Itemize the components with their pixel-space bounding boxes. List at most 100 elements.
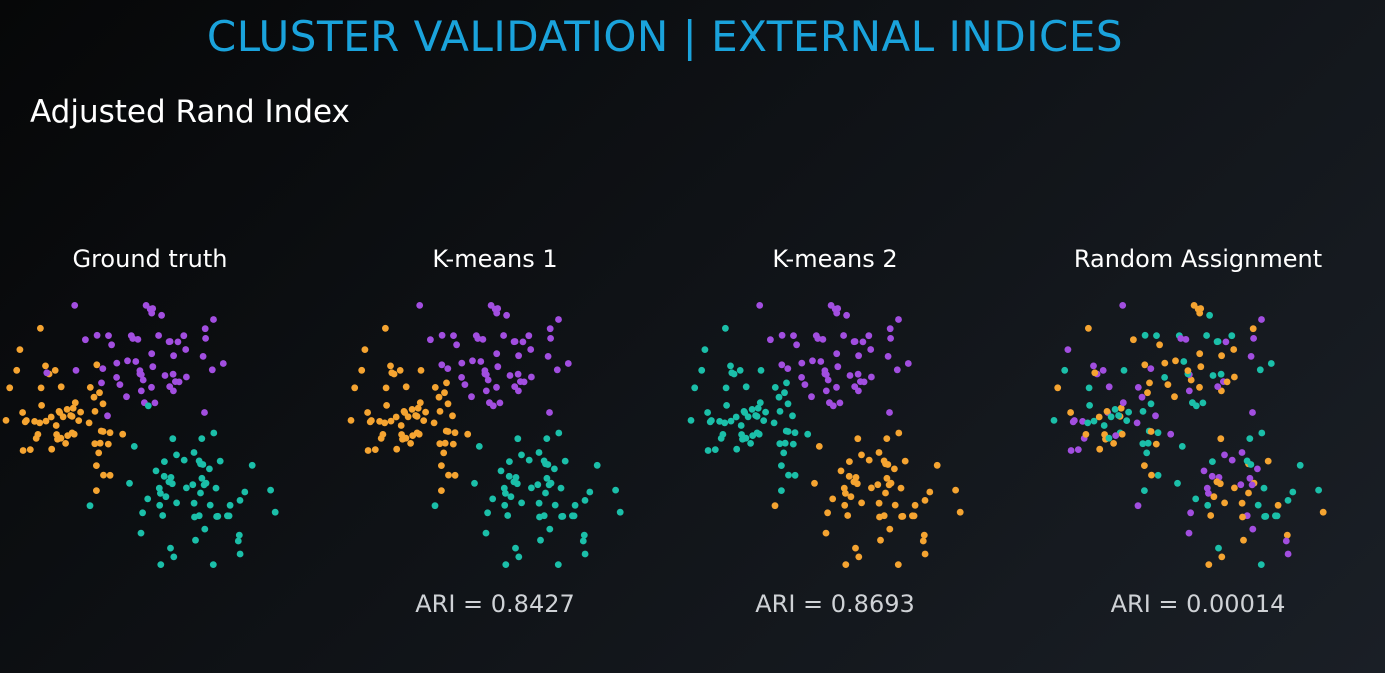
scatter-point-purple <box>519 338 527 346</box>
scatter-point-orange <box>449 412 456 420</box>
scatter-point-teal <box>189 481 197 489</box>
scatter-point-teal <box>551 465 558 473</box>
scatter-point-purple <box>503 311 510 319</box>
scatter-point-purple <box>438 331 446 339</box>
scatter-point-teal <box>784 400 792 408</box>
scatter-point-teal <box>1192 402 1200 410</box>
scatter-point-teal <box>1217 370 1225 378</box>
scatter-point-teal <box>783 379 790 387</box>
scatter-point-orange <box>1172 357 1179 365</box>
scatter-point-purple <box>860 378 868 386</box>
scatter-point-teal <box>561 457 569 465</box>
scatter-point-purple <box>71 302 79 309</box>
scatter-point-orange <box>361 346 369 353</box>
scatter-point-purple <box>887 335 894 342</box>
scatter-point-orange <box>393 445 401 453</box>
scatter-point-teal <box>1284 497 1292 504</box>
scatter-point-orange <box>1148 471 1155 479</box>
scatter-point-orange <box>1223 378 1231 386</box>
scatter-point-teal <box>168 480 176 488</box>
scatter-point-orange <box>26 446 34 453</box>
scatter-point-purple <box>202 335 210 342</box>
panel-title: Random Assignment <box>1073 245 1323 273</box>
scatter-point-purple <box>808 393 815 401</box>
scatter-point-purple <box>427 336 434 344</box>
scatter-point-orange <box>51 367 59 374</box>
scatter-point-teal <box>771 384 779 391</box>
scatter-point-teal <box>1153 332 1160 339</box>
scatter-point-teal <box>543 474 551 482</box>
scatter-point-purple <box>819 336 827 343</box>
scatter-point-orange <box>69 404 77 412</box>
scatter-point-purple <box>544 353 552 360</box>
scatter-point-purple <box>801 381 809 388</box>
scatter-point-orange <box>85 419 93 427</box>
scatter-point-orange <box>883 435 891 442</box>
scatter-point-teal <box>742 383 750 391</box>
scatter-point-orange <box>1110 440 1117 447</box>
scatter-point-teal <box>784 428 792 435</box>
scatter-point-teal <box>701 346 709 353</box>
scatter-point-purple <box>199 353 207 360</box>
scatter-point-orange <box>48 445 56 453</box>
scatter-point-purple <box>822 387 830 395</box>
scatter-point-purple <box>183 373 190 381</box>
scatter-point-purple <box>1249 525 1257 533</box>
scatter-point-purple <box>1134 502 1142 510</box>
scatter-point-orange <box>364 409 371 416</box>
page-title: CLUSTER VALIDATION | EXTERNAL INDICES <box>206 12 1124 61</box>
scatter-point-orange <box>451 471 459 479</box>
scatter-point-purple <box>778 361 786 369</box>
scatter-point-orange <box>1096 445 1104 453</box>
scatter-point-teal <box>770 419 778 427</box>
scatter-point-teal <box>780 449 788 457</box>
scatter-point-teal <box>248 461 256 469</box>
scatter-point-purple <box>148 383 155 391</box>
scatter-point-purple <box>1182 336 1190 343</box>
scatter-point-orange <box>379 431 387 438</box>
scatter-point-purple <box>72 367 80 374</box>
scatter-point-teal <box>192 536 199 544</box>
scatter-point-purple <box>123 393 130 401</box>
scatter-point-teal <box>224 512 231 520</box>
scatter-point-orange <box>1152 440 1160 448</box>
scatter-point-teal <box>760 417 768 424</box>
scatter-point-purple <box>790 332 797 339</box>
scatter-point-orange <box>868 484 875 492</box>
scatter-point-teal <box>190 449 198 456</box>
scatter-point-orange <box>1197 363 1205 371</box>
panel-kmeans-2: K-means 2 ARI = 0.8693 <box>675 245 995 625</box>
scatter-point-orange <box>408 406 416 413</box>
scatter-point-teal <box>781 439 789 447</box>
page-subtitle: Adjusted Rand Index <box>30 94 350 130</box>
scatter-point-teal <box>514 435 522 443</box>
scatter-point-purple <box>1254 465 1261 473</box>
scatter-point-purple <box>1250 335 1257 342</box>
scatter-point-purple <box>108 341 115 349</box>
scatter-point-teal <box>706 418 714 426</box>
scatter-point-teal <box>1120 367 1128 374</box>
scatter-point-teal <box>1090 417 1098 425</box>
scatter-point-teal <box>213 513 221 520</box>
scatter-point-teal <box>727 362 734 370</box>
scatter-point-purple <box>180 332 188 340</box>
scatter-point-purple <box>487 302 495 309</box>
scatter-point-teal <box>754 404 762 412</box>
scatter-point-teal <box>1141 331 1149 339</box>
scatter-point-teal <box>1154 471 1162 479</box>
scatter-point-teal <box>737 422 745 429</box>
scatter-point-orange <box>874 481 882 489</box>
scatter-point-teal <box>555 429 563 437</box>
scatter-point-orange <box>99 400 107 408</box>
scatter-point-teal <box>1247 461 1255 468</box>
scatter-point-teal <box>475 443 483 450</box>
scatter-point-orange <box>414 404 422 412</box>
scatter-point-orange <box>921 497 929 504</box>
scatter-point-teal <box>781 389 788 397</box>
scatter-point-orange <box>440 449 448 457</box>
scatter-point-teal <box>241 488 249 496</box>
scatter-point-teal <box>1061 366 1069 374</box>
scatter-point-teal <box>732 413 740 421</box>
scatter-point-teal <box>234 537 242 545</box>
scatter-point-teal <box>804 430 812 438</box>
